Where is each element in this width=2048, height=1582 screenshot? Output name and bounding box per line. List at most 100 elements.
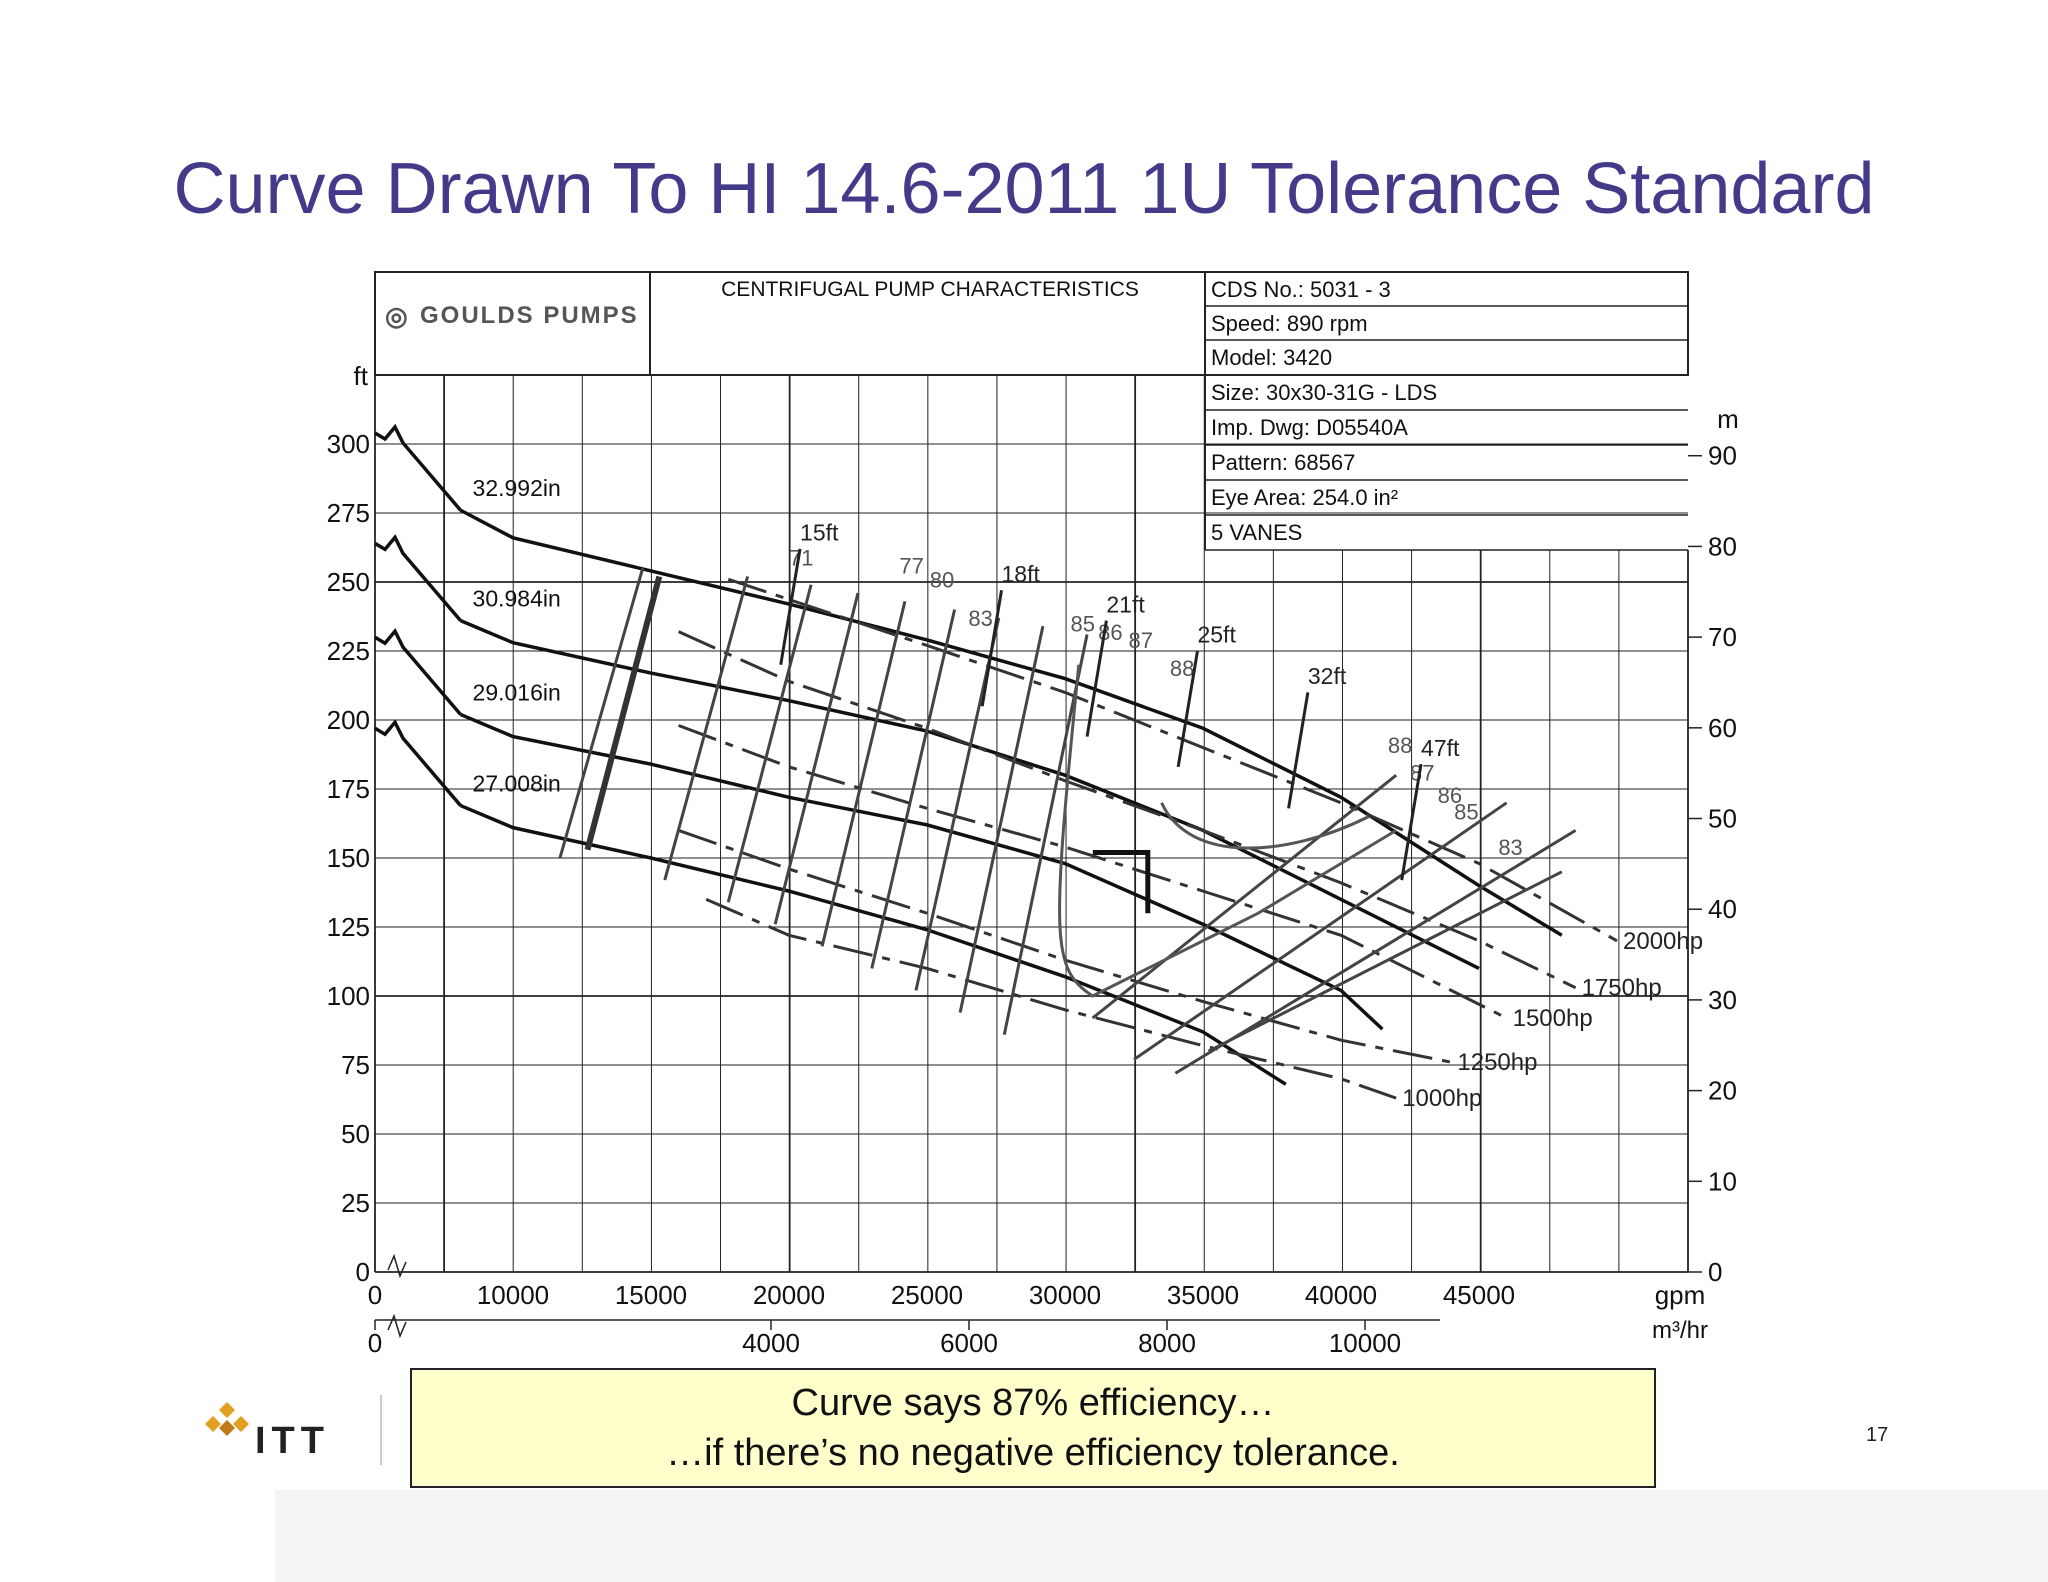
efficiency-label: 83 xyxy=(1498,835,1522,860)
npsh-label: 32ft xyxy=(1308,663,1347,689)
impeller-label: 27.008in xyxy=(473,771,561,797)
brand-logo-icon: ◎ xyxy=(385,301,408,331)
y2-tick-label: 10 xyxy=(1708,1166,1737,1196)
efficiency-isoline xyxy=(1091,774,1398,1020)
efficiency-label: 80 xyxy=(930,568,954,593)
impeller-curve-27.008in xyxy=(459,803,1287,1086)
itt-logo-text: ITT xyxy=(255,1420,330,1462)
npsh-tick xyxy=(1400,763,1423,881)
power-curve-1750hp xyxy=(677,630,1577,990)
y2-tick-label: 60 xyxy=(1708,713,1737,743)
y2-tick-label: 50 xyxy=(1708,804,1737,834)
npsh-tick xyxy=(1085,620,1108,737)
rated-point-marker xyxy=(1092,849,1151,914)
y-tick-label: 275 xyxy=(327,498,370,528)
power-label: 1500hp xyxy=(1513,1005,1593,1032)
x-tick-label: 15000 xyxy=(615,1280,687,1310)
efficiency-isoline xyxy=(1002,634,1089,1035)
npsh-label: 47ft xyxy=(1421,735,1460,761)
power-curve-2000hp xyxy=(727,577,1618,943)
y-tick-label: 200 xyxy=(327,705,370,735)
impeller-curve-shutoff xyxy=(374,423,462,512)
datasheet-row-4: Size: 30x30-31G - LDS xyxy=(1211,380,1437,405)
efficiency-isoline xyxy=(773,592,860,925)
datasheet-row-1: CDS No.: 5031 - 3 xyxy=(1211,277,1391,302)
chart-curves: 32.992in 30.984in 29.016in 27.008in 2000hp 17… xyxy=(374,423,1703,1112)
y2-tick-label: 40 xyxy=(1708,894,1737,924)
efficiency-isoline xyxy=(558,567,645,859)
npsh-label: 15ft xyxy=(800,520,839,546)
datasheet-row-7: Eye Area: 254.0 in² xyxy=(1211,485,1398,510)
x-tick-label: 30000 xyxy=(1029,1280,1101,1310)
npsh-tick xyxy=(1287,692,1310,809)
impeller-label: 30.984in xyxy=(473,586,561,612)
efficiency-loop xyxy=(1058,664,1397,998)
y-tick-label: 50 xyxy=(341,1119,370,1149)
power-curve-1000hp xyxy=(705,898,1397,1100)
x2-tick-label: 6000 xyxy=(940,1328,998,1358)
y2-tick-label: 90 xyxy=(1708,441,1737,471)
power-curve-1500hp xyxy=(678,724,1508,1020)
datasheet-row-3: Model: 3420 xyxy=(1211,345,1332,370)
datasheet-row-8: 5 VANES xyxy=(1211,520,1302,545)
y2-tick-label: 0 xyxy=(1708,1257,1722,1287)
y-tick-label: 225 xyxy=(327,636,370,666)
y2-axis-label: m xyxy=(1717,404,1739,434)
callout-line-1: Curve says 87% efficiency… xyxy=(791,1382,1275,1424)
x-tick-label: 10000 xyxy=(477,1280,549,1310)
impeller-curve-shutoff xyxy=(374,628,462,716)
axis-break-icon xyxy=(387,1313,407,1339)
efficiency-isoline xyxy=(1207,870,1563,1053)
power-label: 1000hp xyxy=(1402,1085,1482,1112)
datasheet-heading: CENTRIFUGAL PUMP CHARACTERISTICS xyxy=(721,278,1139,301)
y2-tick-label: 70 xyxy=(1708,622,1737,652)
efficiency-isoline xyxy=(914,617,1001,991)
efficiency-label: 87 xyxy=(1128,628,1152,653)
datasheet-row-6: Pattern: 68567 xyxy=(1211,450,1355,475)
npsh-label: 18ft xyxy=(1002,561,1041,587)
x-tick-label: 35000 xyxy=(1167,1280,1239,1310)
efficiency-loop xyxy=(1160,802,1370,850)
x2-tick-label: 10000 xyxy=(1329,1328,1401,1358)
x-tick-label: 0 xyxy=(368,1280,382,1310)
pump-curve-chart: ◎ GOULDS PUMPS CENTRIFUGAL PUMP CHARACTERI… xyxy=(327,271,1739,1358)
efficiency-isoline xyxy=(726,584,813,903)
impeller-curve-29.016in xyxy=(459,712,1384,1031)
callout-line-2: …if there’s no negative efficiency toler… xyxy=(666,1432,1400,1474)
efficiency-isoline xyxy=(820,600,907,947)
chart-axes: ft0255075100125150175200225250275300m010… xyxy=(327,361,1739,1358)
npsh-tick xyxy=(980,590,1003,707)
impeller-curve-shutoff xyxy=(374,534,462,622)
efficiency-label: 88 xyxy=(1388,733,1412,758)
efficiency-isoline xyxy=(958,625,1045,1013)
chart-grid xyxy=(374,374,1689,1273)
x2-tick-label: 8000 xyxy=(1138,1328,1196,1358)
y-tick-label: 100 xyxy=(327,981,370,1011)
impeller-label: 29.016in xyxy=(473,679,561,705)
x-tick-label: 25000 xyxy=(891,1280,963,1310)
footer-band xyxy=(275,1490,2048,1582)
npsh-label: 25ft xyxy=(1197,622,1236,648)
y-tick-label: 125 xyxy=(327,912,370,942)
itt-logo-icon xyxy=(205,1400,249,1449)
power-curve-1250hp xyxy=(678,828,1452,1064)
page-number: 17 xyxy=(1866,1424,1889,1446)
y-tick-label: 25 xyxy=(341,1188,370,1218)
datasheet-row-5: Imp. Dwg: D05540A xyxy=(1211,415,1408,440)
impeller-curve-shutoff xyxy=(374,719,462,807)
x2-tick-label: 0 xyxy=(368,1328,382,1358)
efficiency-label: 85 xyxy=(1454,799,1478,824)
y-tick-label: 150 xyxy=(327,843,370,873)
npsh-label: 21ft xyxy=(1106,591,1145,617)
y-tick-label: 250 xyxy=(327,567,370,597)
y-tick-label: 75 xyxy=(341,1050,370,1080)
npsh-curve xyxy=(584,575,663,851)
brand-name: GOULDS PUMPS xyxy=(420,302,639,329)
y-tick-label: 0 xyxy=(356,1257,370,1287)
datasheet-row-2: Speed: 890 rpm xyxy=(1211,311,1368,336)
x-tick-label: 20000 xyxy=(753,1280,825,1310)
efficiency-isoline xyxy=(870,609,957,969)
x-axis-label: gpm xyxy=(1655,1280,1706,1310)
npsh-tick xyxy=(1176,650,1199,768)
y2-tick-label: 80 xyxy=(1708,531,1737,561)
